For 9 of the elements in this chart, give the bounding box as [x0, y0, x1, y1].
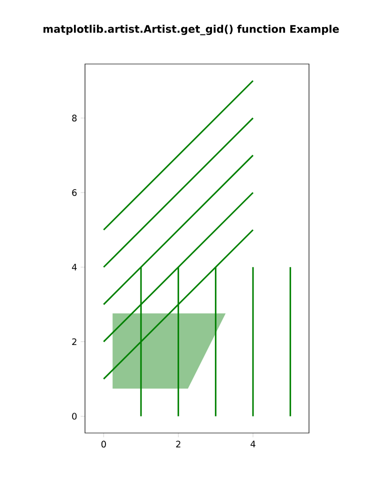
y-tick-label: 6 [72, 189, 77, 196]
x-tick-label: 0 [101, 440, 106, 448]
x-tick-label: 4 [250, 440, 256, 448]
y-tick-label: 2 [72, 338, 76, 346]
y-tick-label: 4 [72, 264, 77, 270]
x-tick-label: 2 [176, 440, 180, 448]
y-tick-label: 0 [72, 412, 77, 420]
chart-title: matplotlib.artist.Artist.get_gid() function Example [44, 24, 339, 36]
y-tick-label: 8 [72, 114, 77, 122]
